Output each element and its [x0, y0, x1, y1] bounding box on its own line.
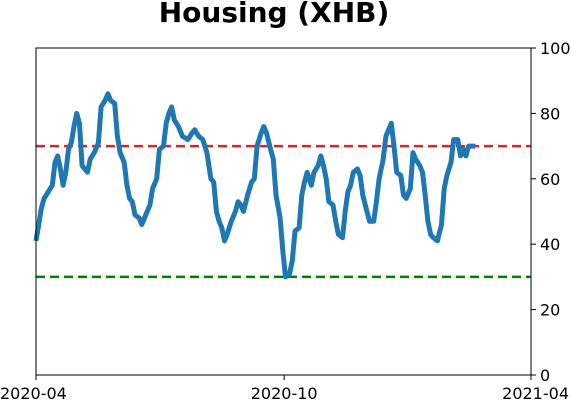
y-axis: 0 20 40 60 80 100 — [531, 39, 571, 385]
y-tick-label: 20 — [540, 301, 560, 320]
y-tick-label: 100 — [540, 39, 571, 58]
x-axis: 2020-04 2020-10 2021-04 — [0, 375, 569, 402]
y-tick-label: 80 — [540, 104, 560, 123]
y-tick-label: 60 — [540, 170, 560, 189]
plot-frame — [35, 47, 532, 376]
y-tick-label: 0 — [540, 366, 550, 385]
chart-title: Housing (XHB) — [159, 0, 390, 29]
reference-lines — [36, 144, 531, 279]
y-tick-label: 40 — [540, 235, 560, 254]
x-tick-label: 2021-04 — [502, 384, 569, 402]
x-tick-label: 2020-04 — [0, 384, 67, 402]
series-layer — [33, 91, 476, 280]
series-line-0 — [33, 91, 476, 280]
x-tick-label: 2020-10 — [251, 384, 318, 402]
